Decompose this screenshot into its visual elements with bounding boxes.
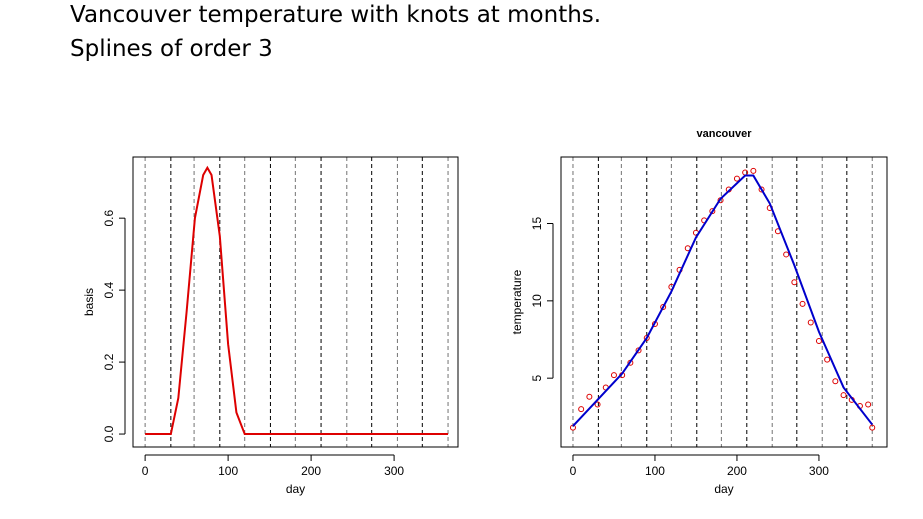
- x-tick-label: 200: [301, 464, 321, 478]
- data-point: [594, 401, 601, 408]
- y-tick-label: 0.6: [102, 210, 116, 227]
- data-point: [869, 424, 876, 431]
- y-tick-label: 15: [530, 217, 544, 231]
- y-tick-label: 0.4: [102, 281, 116, 298]
- x-tick-label: 0: [570, 464, 577, 478]
- data-point: [610, 372, 617, 379]
- y-axis-label: temperature: [510, 269, 524, 334]
- chart-title: vancouver: [696, 128, 752, 140]
- plot-frame: [132, 156, 459, 448]
- x-tick-label: 200: [727, 464, 747, 478]
- data-point: [799, 300, 806, 307]
- y-tick-label: 5: [530, 375, 544, 382]
- data-point: [840, 392, 847, 399]
- slide-title: Vancouver temperature with knots at mont…: [70, 2, 601, 28]
- x-tick-label: 300: [809, 464, 829, 478]
- x-tick-label: 100: [645, 464, 665, 478]
- data-point: [832, 378, 839, 385]
- data-point: [824, 356, 831, 363]
- data-point: [758, 186, 765, 193]
- data-point: [750, 167, 757, 174]
- x-axis-label: day: [286, 482, 305, 496]
- data-point: [660, 304, 667, 311]
- data-point: [586, 393, 593, 400]
- data-point: [807, 319, 814, 326]
- data-point: [815, 338, 822, 345]
- data-point: [733, 175, 740, 182]
- y-tick-label: 10: [530, 294, 544, 308]
- data-point: [783, 251, 790, 258]
- plot-frame: [560, 156, 888, 448]
- x-tick-label: 0: [142, 464, 149, 478]
- y-tick-label: 0.2: [102, 353, 116, 370]
- x-tick-label: 300: [384, 464, 404, 478]
- y-axis-label: basis: [82, 288, 96, 316]
- x-axis-label: day: [714, 482, 733, 496]
- series-line: [145, 165, 449, 436]
- x-tick-label: 100: [218, 464, 238, 478]
- data-point: [635, 347, 642, 354]
- data-point: [865, 401, 872, 408]
- series-line: [572, 174, 874, 427]
- y-tick-label: 0.0: [102, 425, 116, 442]
- data-point: [791, 279, 798, 286]
- slide-subtitle: Splines of order 3: [70, 36, 273, 62]
- data-point: [643, 334, 650, 341]
- data-point: [709, 208, 716, 215]
- data-point: [578, 406, 585, 413]
